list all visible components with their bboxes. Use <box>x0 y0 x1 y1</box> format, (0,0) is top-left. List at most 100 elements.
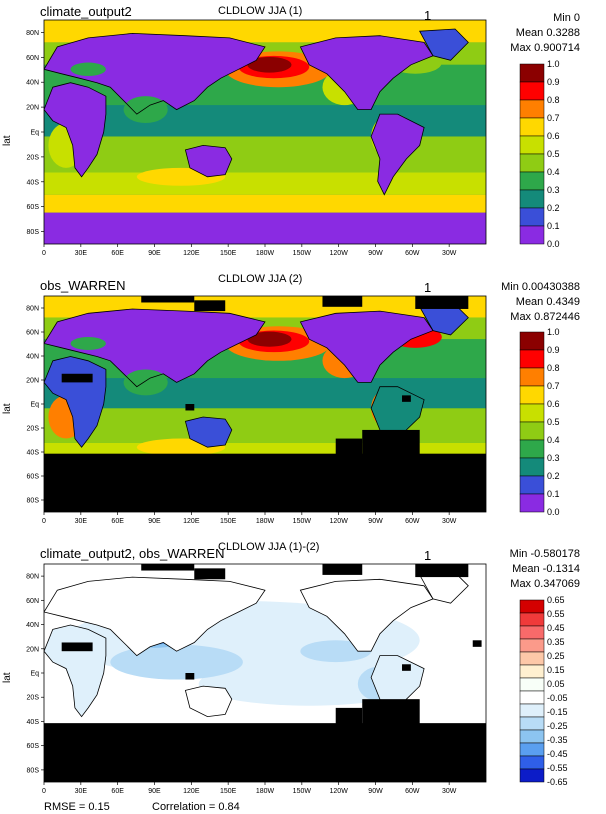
colorbar-label: 0.6 <box>547 399 560 409</box>
panel2-ytick-label: 80N <box>26 306 39 313</box>
colorbar-label: 0.15 <box>547 665 565 675</box>
colorbar-label: 0.3 <box>547 453 560 463</box>
panel1-ytick-label: 80N <box>26 30 39 37</box>
panel2-dataset-name: obs_WARREN <box>40 278 126 293</box>
colorbar-swatch <box>519 677 545 692</box>
panel1-colorbar: 1.0 0.9 0.8 0.7 0.6 0.5 0.4 0.3 0.2 0.1 0.0 <box>519 59 560 249</box>
panel1-xtick-label: 150W <box>293 250 312 257</box>
panel2-ytick-label: 60N <box>26 330 39 337</box>
panel3-xtick-label: 180W <box>256 788 275 795</box>
missing-data <box>322 564 363 575</box>
colorbar-swatch <box>519 742 545 757</box>
colorbar-label: -0.35 <box>547 735 568 745</box>
panel1-page-number: 1 <box>424 8 432 23</box>
colorbar-swatch <box>519 367 545 387</box>
colorbar-label: 1.0 <box>547 59 560 69</box>
colorbar-label: 0.7 <box>547 381 560 391</box>
missing-data <box>44 453 486 512</box>
panel2-xtick-label: 60W <box>405 518 420 525</box>
colorbar-swatch <box>519 135 545 155</box>
colorbar-swatch <box>519 207 545 227</box>
colorbar-label: 0.5 <box>547 417 560 427</box>
colorbar-label: 0.05 <box>547 679 565 689</box>
panel1-xtick-label: 90W <box>368 250 383 257</box>
colorbar-label: 0.45 <box>547 623 565 633</box>
missing-data <box>194 568 226 580</box>
panel2-ylabel: lat <box>2 403 13 414</box>
panel3-stat-max: Max 0.347069 <box>510 578 580 590</box>
coastline-samerica <box>370 386 425 466</box>
colorbar-swatch <box>519 171 545 191</box>
colorbar-label: -0.05 <box>547 693 568 703</box>
panel2-field <box>44 296 486 512</box>
coastline-australia <box>184 685 233 718</box>
panel1-xtick-label: 180W <box>256 250 275 257</box>
panel1-stat-mean: Mean 0.3288 <box>515 27 580 39</box>
panel3-xtick-label: 30W <box>442 788 457 795</box>
missing-data <box>402 395 411 402</box>
colorbar-swatch <box>519 153 545 173</box>
panel3-title: CLDLOW JJA (1)-(2) <box>218 541 320 553</box>
panel1-field <box>44 20 486 244</box>
colorbar-swatch <box>519 716 545 731</box>
panel3-stat-mean: Mean -0.1314 <box>512 563 580 575</box>
panel3-ytick-label: 20S <box>27 695 40 702</box>
colorbar-label: 0.4 <box>547 435 560 445</box>
colorbar-swatch <box>519 439 545 459</box>
panel3-xtick-label: 90E <box>148 788 161 795</box>
missing-data <box>472 640 482 647</box>
panel3-xtick-label: 60W <box>405 788 420 795</box>
panel2-xtick-label: 30W <box>442 518 457 525</box>
panel1-xtick-label: 60E <box>111 250 124 257</box>
colorbar-label: 0.35 <box>547 637 565 647</box>
panel2-ytick-label: 60S <box>27 474 40 481</box>
missing-data <box>44 723 486 782</box>
colorbar-label: 0.55 <box>547 609 565 619</box>
panel2-xtick-label: 150W <box>293 518 312 525</box>
panel3-xtick-label: 150E <box>220 788 237 795</box>
coastline-eurasia <box>44 32 266 115</box>
panel1-ytick-label: 60N <box>26 55 39 62</box>
colorbar-swatch <box>519 625 545 640</box>
panel1-axes: 0 30E 60E 90E 120E 150E 180W 150W 120W 90W 60W 30W 8… <box>26 30 457 257</box>
panel3-ytick-label: 60N <box>26 598 39 605</box>
coastline-samerica <box>370 655 425 735</box>
coastline-namerica <box>299 310 434 383</box>
coastline-greenland <box>419 304 469 336</box>
panel1-ytick-label: 20S <box>27 154 40 161</box>
colorbar-swatch <box>519 475 545 495</box>
colorbar-label: -0.25 <box>547 721 568 731</box>
colorbar-swatch <box>519 421 545 441</box>
panel2-ytick-label: 40S <box>27 450 40 457</box>
panel3-xtick-label: 0 <box>42 788 46 795</box>
panel1-ytick-label: 20N <box>26 105 39 112</box>
panel3-ytick-label: 60S <box>27 743 40 750</box>
colorbar-swatch <box>519 599 545 614</box>
coastline-eurasia <box>44 576 266 657</box>
coastline-namerica <box>299 35 434 110</box>
missing-data <box>61 642 93 652</box>
colorbar-label: 0.2 <box>547 203 560 213</box>
colorbar-label: 0.4 <box>547 167 560 177</box>
panel2-axes: 0 30E 60E 90E 120E 150E 180W 150W 120W 90W 60W 30W 8… <box>26 306 457 526</box>
panel1-xtick-label: 120E <box>183 250 200 257</box>
panel2-xtick-label: 0 <box>42 518 46 525</box>
panel1-xtick-label: 120W <box>330 250 349 257</box>
panel1-ytick-label: 40N <box>26 80 39 87</box>
colorbar-label: 1.0 <box>547 327 560 337</box>
colorbar-label: 0.8 <box>547 95 560 105</box>
colorbar-swatch <box>519 664 545 679</box>
panel3-colorbar: 0.65 0.55 0.45 0.35 0.25 0.15 0.05 -0.05 -0.15 -0… <box>519 595 568 787</box>
missing-data <box>402 664 411 671</box>
missing-data <box>335 438 363 456</box>
missing-data <box>335 707 363 726</box>
panel2-stat-mean: Mean 0.4349 <box>515 296 580 308</box>
panel1-ytick-label: 60S <box>27 204 40 211</box>
colorbar-label: 0.0 <box>547 239 560 249</box>
panel2-stat-max: Max 0.872446 <box>510 311 580 323</box>
colorbar-swatch <box>519 349 545 369</box>
colorbar-label: 0.2 <box>547 471 560 481</box>
colorbar-swatch <box>519 403 545 423</box>
missing-data <box>185 673 195 680</box>
